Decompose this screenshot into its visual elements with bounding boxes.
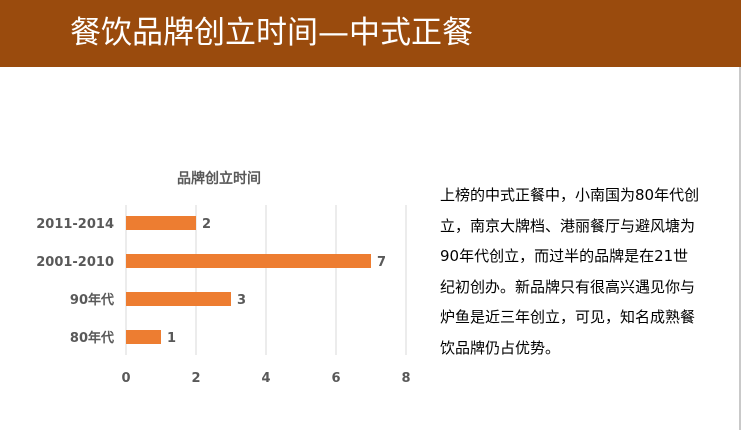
x-tick-label: 2	[191, 371, 200, 386]
description-text: 上榜的中式正餐中，小南国为80年代创立，南京大牌档、港丽餐厅与避风塘为90年代创…	[440, 186, 700, 357]
data-label: 1	[167, 331, 176, 346]
bar	[126, 292, 231, 306]
x-tick-label: 0	[121, 371, 130, 386]
data-label: 2	[202, 217, 211, 232]
bar	[126, 330, 161, 344]
y-category-label: 2011-2014	[36, 217, 114, 232]
x-tick-label: 6	[331, 371, 340, 386]
page-title: 餐饮品牌创立时间—中式正餐	[70, 15, 473, 51]
bar	[126, 254, 371, 268]
x-tick-label: 8	[401, 371, 410, 386]
chart: 品牌创立时间 0 2 4 6 8 2011-2014 2 2001-2010 7 90年代 3 80年…	[0, 160, 430, 390]
data-label: 7	[377, 255, 386, 270]
y-category-label: 2001-2010	[36, 255, 114, 270]
y-category-label: 80年代	[70, 330, 114, 346]
header-banner: 餐饮品牌创立时间—中式正餐	[0, 0, 741, 67]
x-tick-label: 4	[261, 371, 270, 386]
bar	[126, 216, 196, 230]
data-label: 3	[237, 293, 246, 308]
y-category-label: 90年代	[70, 292, 114, 308]
chart-title: 品牌创立时间	[177, 171, 261, 187]
slide-right-border	[739, 67, 741, 430]
bar-chart-svg: 0 2 4 6 8 2011-2014 2 2001-2010 7 90年代 3 80年代 1	[36, 205, 411, 386]
